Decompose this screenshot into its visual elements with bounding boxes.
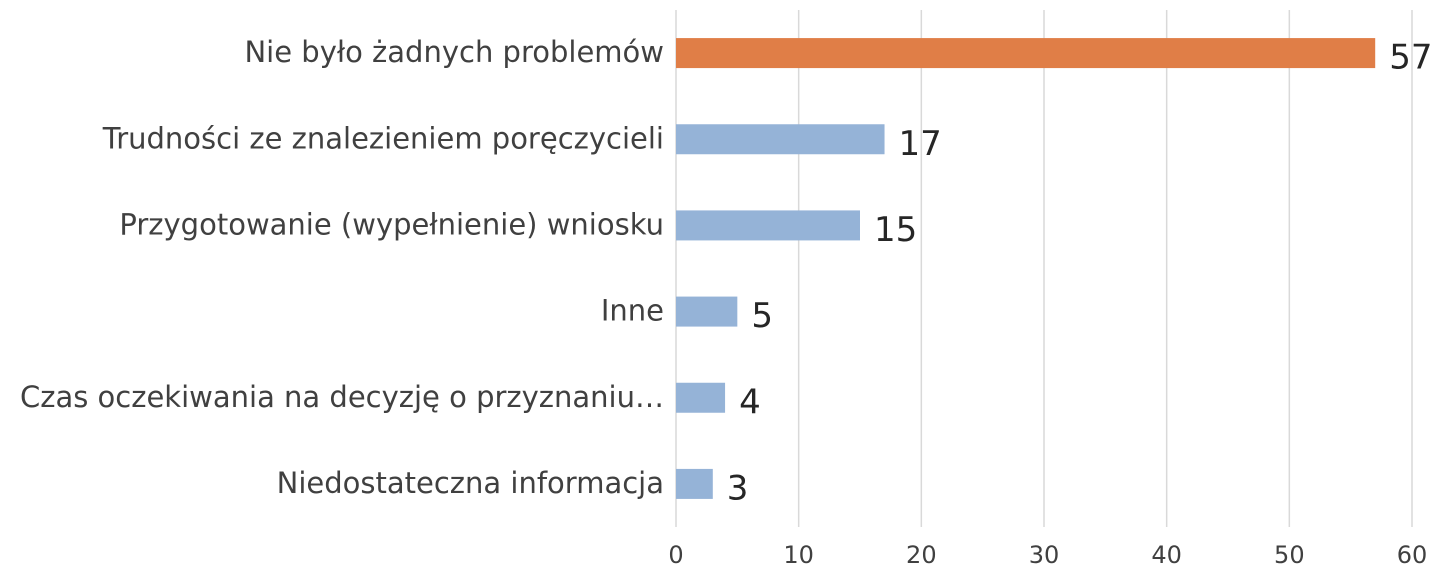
bar — [676, 296, 738, 327]
data-label: 5 — [751, 296, 773, 336]
x-tick-label: 40 — [1151, 541, 1182, 569]
x-tick-label: 60 — [1397, 541, 1428, 569]
y-tick-label: Czas oczekiwania na decyzję o przyznaniu… — [20, 380, 664, 414]
y-tick-label: Nie było żadnych problemów — [244, 35, 664, 69]
data-label: 57 — [1389, 38, 1432, 78]
data-label: 15 — [874, 210, 917, 250]
x-tick-label: 50 — [1274, 541, 1305, 569]
x-tick-label: 10 — [783, 541, 814, 569]
bar — [676, 468, 713, 499]
x-tick-label: 30 — [1029, 541, 1060, 569]
bar — [676, 210, 860, 241]
x-tick-label: 20 — [906, 541, 937, 569]
bar — [676, 38, 1376, 69]
y-tick-label: Przygotowanie (wypełnienie) wniosku — [119, 207, 664, 241]
data-label: 4 — [739, 382, 761, 422]
y-tick-label: Inne — [601, 294, 664, 328]
y-tick-label: Trudności ze znalezieniem poręczycieli — [102, 121, 664, 155]
y-tick-label: Niedostateczna informacja — [277, 466, 664, 500]
data-label: 3 — [727, 468, 749, 508]
bar — [676, 124, 885, 155]
data-label: 17 — [899, 124, 942, 164]
x-tick-label: 0 — [668, 541, 683, 569]
bar — [676, 382, 726, 413]
